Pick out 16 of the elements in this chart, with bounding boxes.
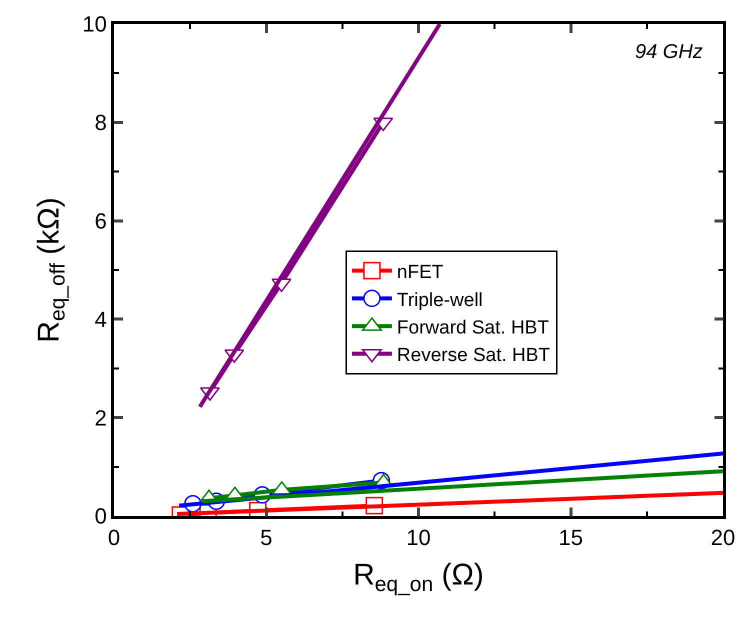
y-tick-label: 6 xyxy=(94,208,107,234)
x-axis-title: R$_{eq_on}$ (Ω) xyxy=(353,558,484,596)
y-tick-label: 4 xyxy=(94,306,107,332)
legend-label: nFET xyxy=(396,262,444,284)
legend-label: Triple-well xyxy=(396,290,483,311)
y-tick-label: 8 xyxy=(94,110,107,136)
y-tick-label: 10 xyxy=(82,12,107,37)
annotation: 94 GHz xyxy=(635,41,703,63)
y-tick-label: 0 xyxy=(94,504,107,529)
x-tick-label: 15 xyxy=(558,525,583,550)
legend-label: Reverse Sat. HBT xyxy=(396,345,550,366)
legend-label: Forward Sat. HBT xyxy=(396,317,550,338)
x-tick-label: 5 xyxy=(260,525,272,550)
y-tick-label: 2 xyxy=(94,405,107,430)
x-tick-label: 10 xyxy=(406,525,431,550)
x-tick-label: 20 xyxy=(710,525,736,550)
